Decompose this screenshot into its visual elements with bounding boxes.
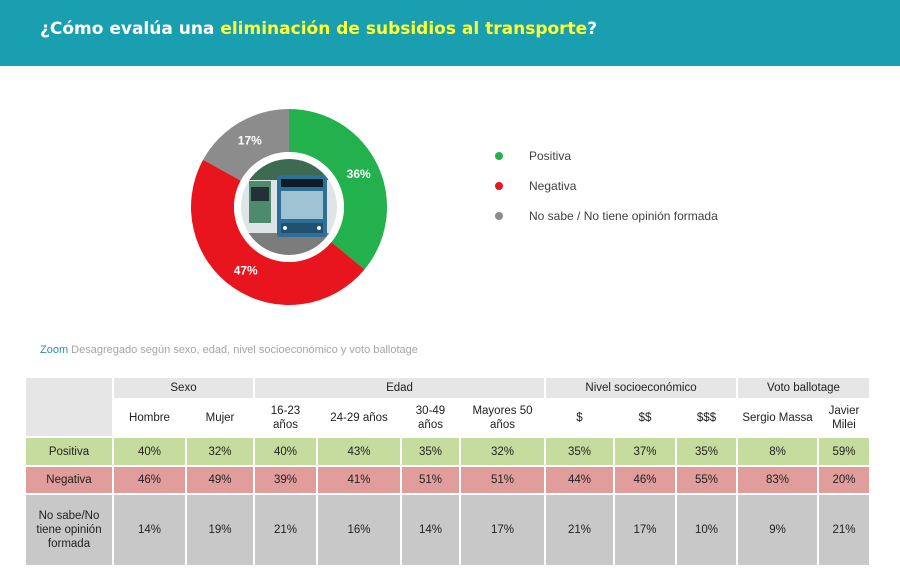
group-header: Nivel socioeconómico xyxy=(544,376,738,400)
column-header: Javier Milei xyxy=(817,398,871,438)
table-cell: 35% xyxy=(544,436,615,467)
legend-label: Positiva xyxy=(529,149,572,163)
table-cell: 32% xyxy=(185,436,255,467)
column-header: 30-49 años xyxy=(400,398,461,438)
column-header: 16-23 años xyxy=(253,398,318,438)
column-header: Hombre xyxy=(112,398,187,438)
table-cell: 14% xyxy=(400,493,461,567)
slice-data-label: 47% xyxy=(234,264,258,278)
table-cell: 21% xyxy=(544,493,615,567)
title-highlight: eliminación de subsidios al transporte xyxy=(220,19,588,39)
legend-marker-no-sabe xyxy=(495,212,503,220)
table-cell: 41% xyxy=(316,465,402,495)
legend-label: No sabe / No tiene opinión formada xyxy=(529,209,718,223)
table-row-no-sabe: No sabe/No tiene opinión formada 14% 19%… xyxy=(24,493,871,567)
title-banner: ¿Cómo evalúa una eliminación de subsidio… xyxy=(0,0,900,66)
bus-photo-image xyxy=(240,158,338,256)
donut-svg: 36% 47% 17% xyxy=(191,109,387,305)
table-cell: 46% xyxy=(613,465,677,495)
table-cell: 9% xyxy=(736,493,819,567)
column-header: Mayores 50 años xyxy=(459,398,546,438)
legend-label: Negativa xyxy=(529,179,577,193)
table-cell: 32% xyxy=(459,436,546,467)
column-header: $$$ xyxy=(675,398,738,438)
slice-data-label: 17% xyxy=(238,134,262,148)
row-label: Negativa xyxy=(24,465,114,495)
row-label: No sabe/No tiene opinión formada xyxy=(24,493,114,567)
table-cell: 40% xyxy=(112,436,187,467)
zoom-text: Desagregado según sexo, edad, nivel soci… xyxy=(68,344,418,356)
table-group-header: Sexo Edad Nivel socioeconómico Voto ball… xyxy=(24,376,871,438)
table-cell: 43% xyxy=(316,436,402,467)
slice-data-label: 36% xyxy=(347,167,371,181)
table-cell: 19% xyxy=(185,493,255,567)
legend-marker-negativa xyxy=(495,182,503,190)
column-header: 24-29 años xyxy=(316,398,402,438)
table-cell: 20% xyxy=(817,465,871,495)
column-header: Mujer xyxy=(185,398,255,438)
table-cell: 40% xyxy=(253,436,318,467)
column-header: $ xyxy=(544,398,615,438)
table-cell: 14% xyxy=(112,493,187,567)
table-cell: 17% xyxy=(613,493,677,567)
slice-no-sabe xyxy=(203,109,289,181)
table-cell: 83% xyxy=(736,465,819,495)
title-prefix: ¿Cómo evalúa una xyxy=(40,19,221,39)
legend-marker-positiva xyxy=(495,152,503,160)
table-row-positiva: Positiva 40% 32% 40% 43% 35% 32% 35% 37%… xyxy=(24,436,871,467)
table-cell: 21% xyxy=(253,493,318,567)
row-label: Positiva xyxy=(24,436,114,467)
column-header: Sergio Massa xyxy=(736,398,819,438)
title-suffix: ? xyxy=(587,19,598,39)
breakdown-table: Sexo Edad Nivel socioeconómico Voto ball… xyxy=(24,376,871,567)
group-header: Voto ballotage xyxy=(736,376,871,400)
table-cell: 37% xyxy=(613,436,677,467)
group-header: Sexo xyxy=(112,376,255,400)
table-column-header: Hombre Mujer 16-23 años 24-29 años 30-49… xyxy=(25,398,871,438)
table-cell: 46% xyxy=(112,465,187,495)
table-cell: 55% xyxy=(675,465,738,495)
table-cell: 51% xyxy=(459,465,546,495)
table-cell: 21% xyxy=(817,493,871,567)
column-header: $$ xyxy=(613,398,677,438)
slice-negativa xyxy=(191,159,365,305)
table-cell: 8% xyxy=(736,436,819,467)
table-cell: 49% xyxy=(185,465,255,495)
table-cell: 59% xyxy=(817,436,871,467)
table-row-negativa: Negativa 46% 49% 39% 41% 51% 51% 44% 46%… xyxy=(24,465,871,495)
slice-positiva xyxy=(289,109,387,270)
group-header: Edad xyxy=(253,376,546,400)
zoom-label: Zoom xyxy=(40,344,69,356)
donut-chart: 36% 47% 17% xyxy=(189,107,389,307)
table-cell: 17% xyxy=(459,493,546,567)
table-cell: 35% xyxy=(400,436,461,467)
table-cell: 10% xyxy=(675,493,738,567)
table-cell: 16% xyxy=(316,493,402,567)
table-cell: 44% xyxy=(544,465,615,495)
zoom-caption: Zoom Desagregado según sexo, edad, nivel… xyxy=(40,344,418,356)
table-cell: 35% xyxy=(675,436,738,467)
table-corner xyxy=(24,376,114,438)
table-cell: 51% xyxy=(400,465,461,495)
table-cell: 39% xyxy=(253,465,318,495)
page-title: ¿Cómo evalúa una eliminación de subsidio… xyxy=(40,19,597,39)
